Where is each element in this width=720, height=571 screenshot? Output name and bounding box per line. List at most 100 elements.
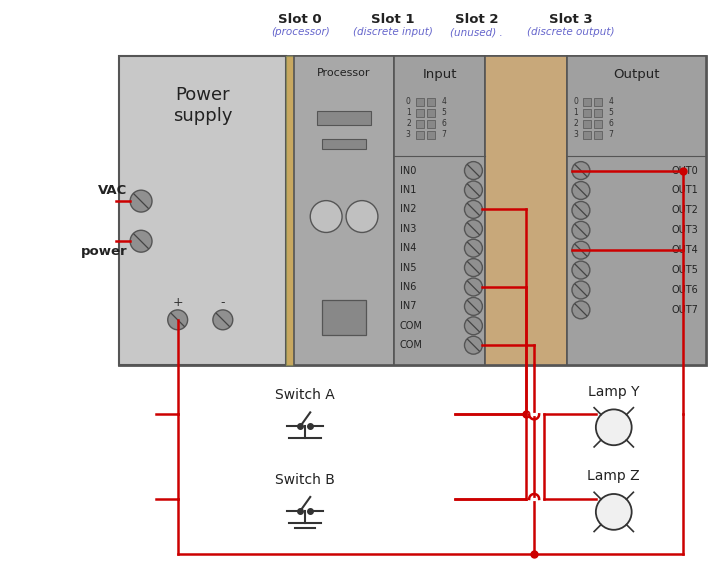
Text: OUT2: OUT2 [672, 206, 698, 215]
Text: 0: 0 [406, 98, 410, 106]
Bar [415, 109, 423, 117]
Text: IN6: IN6 [400, 282, 416, 292]
Text: 5: 5 [609, 108, 613, 118]
Text: 6: 6 [441, 119, 446, 128]
Circle shape [464, 181, 482, 199]
Text: IN5: IN5 [400, 263, 416, 272]
Circle shape [130, 230, 152, 252]
Bar [583, 98, 591, 106]
Text: Processor: Processor [318, 68, 371, 78]
Text: (processor): (processor) [271, 27, 330, 37]
Bar [287, 56, 294, 365]
Circle shape [168, 310, 188, 330]
Text: 7: 7 [441, 130, 446, 139]
Circle shape [572, 261, 590, 279]
Circle shape [464, 162, 482, 179]
Text: Slot 2: Slot 2 [455, 13, 498, 26]
Bar [594, 109, 602, 117]
Text: IN7: IN7 [400, 301, 416, 311]
Circle shape [464, 317, 482, 335]
Text: OUT0: OUT0 [672, 166, 698, 175]
Text: COM: COM [400, 321, 423, 331]
Circle shape [572, 281, 590, 299]
Bar [415, 98, 423, 106]
Text: IN0: IN0 [400, 166, 416, 175]
Circle shape [464, 259, 482, 276]
Circle shape [464, 336, 482, 354]
Circle shape [572, 222, 590, 239]
Text: 6: 6 [609, 119, 613, 128]
Text: (discrete output): (discrete output) [527, 27, 615, 37]
Bar [583, 109, 591, 117]
Bar [567, 56, 706, 365]
Circle shape [464, 278, 482, 296]
Text: IN1: IN1 [400, 185, 416, 195]
Text: 2: 2 [406, 119, 410, 128]
Circle shape [130, 190, 152, 212]
Text: Switch B: Switch B [275, 473, 336, 487]
Circle shape [464, 200, 482, 218]
Circle shape [310, 200, 342, 232]
Text: 5: 5 [441, 108, 446, 118]
Text: OUT1: OUT1 [672, 186, 698, 195]
Text: (discrete input): (discrete input) [353, 27, 433, 37]
Bar [322, 139, 366, 148]
Circle shape [596, 409, 631, 445]
Text: +: + [172, 296, 183, 309]
Circle shape [572, 182, 590, 199]
Bar [427, 131, 435, 139]
Text: -: - [220, 296, 225, 309]
Circle shape [346, 200, 378, 232]
Text: 1: 1 [406, 108, 410, 118]
Text: (unused) .: (unused) . [450, 27, 503, 37]
Circle shape [464, 297, 482, 315]
Text: OUT6: OUT6 [672, 285, 698, 295]
Bar [594, 120, 602, 128]
Bar [415, 131, 423, 139]
Bar [120, 56, 706, 365]
Text: Slot 3: Slot 3 [549, 13, 593, 26]
Text: 7: 7 [609, 130, 613, 139]
Bar [594, 131, 602, 139]
Text: Lamp Z: Lamp Z [588, 469, 640, 483]
Text: IN3: IN3 [400, 224, 416, 234]
Text: 4: 4 [441, 98, 446, 106]
Bar [583, 131, 591, 139]
Text: 2: 2 [573, 119, 578, 128]
Bar [427, 120, 435, 128]
Circle shape [464, 239, 482, 257]
Bar [427, 98, 435, 106]
Text: Input: Input [423, 68, 457, 81]
Text: power: power [81, 245, 127, 258]
Text: OUT5: OUT5 [672, 265, 698, 275]
Bar [583, 120, 591, 128]
Text: IN2: IN2 [400, 204, 416, 214]
Text: 1: 1 [573, 108, 578, 118]
Text: 3: 3 [573, 130, 578, 139]
Text: Output: Output [613, 68, 660, 81]
Bar [294, 56, 394, 365]
Circle shape [572, 301, 590, 319]
Circle shape [596, 494, 631, 530]
Bar [394, 56, 485, 365]
Circle shape [572, 162, 590, 179]
Text: OUT7: OUT7 [672, 305, 698, 315]
Circle shape [572, 202, 590, 219]
Bar [317, 111, 372, 125]
Text: 0: 0 [573, 98, 578, 106]
Text: OUT3: OUT3 [672, 226, 698, 235]
Text: IN4: IN4 [400, 243, 416, 253]
Circle shape [213, 310, 233, 330]
Text: VAC: VAC [98, 184, 127, 197]
Text: Power
supply: Power supply [173, 86, 233, 125]
Bar [415, 120, 423, 128]
Text: COM: COM [400, 340, 423, 350]
Text: 3: 3 [406, 130, 410, 139]
Bar [322, 300, 366, 335]
Bar [594, 98, 602, 106]
Text: OUT4: OUT4 [672, 245, 698, 255]
Text: Lamp Y: Lamp Y [588, 384, 639, 399]
Text: 4: 4 [609, 98, 613, 106]
Bar [485, 56, 567, 365]
Bar [120, 56, 287, 365]
